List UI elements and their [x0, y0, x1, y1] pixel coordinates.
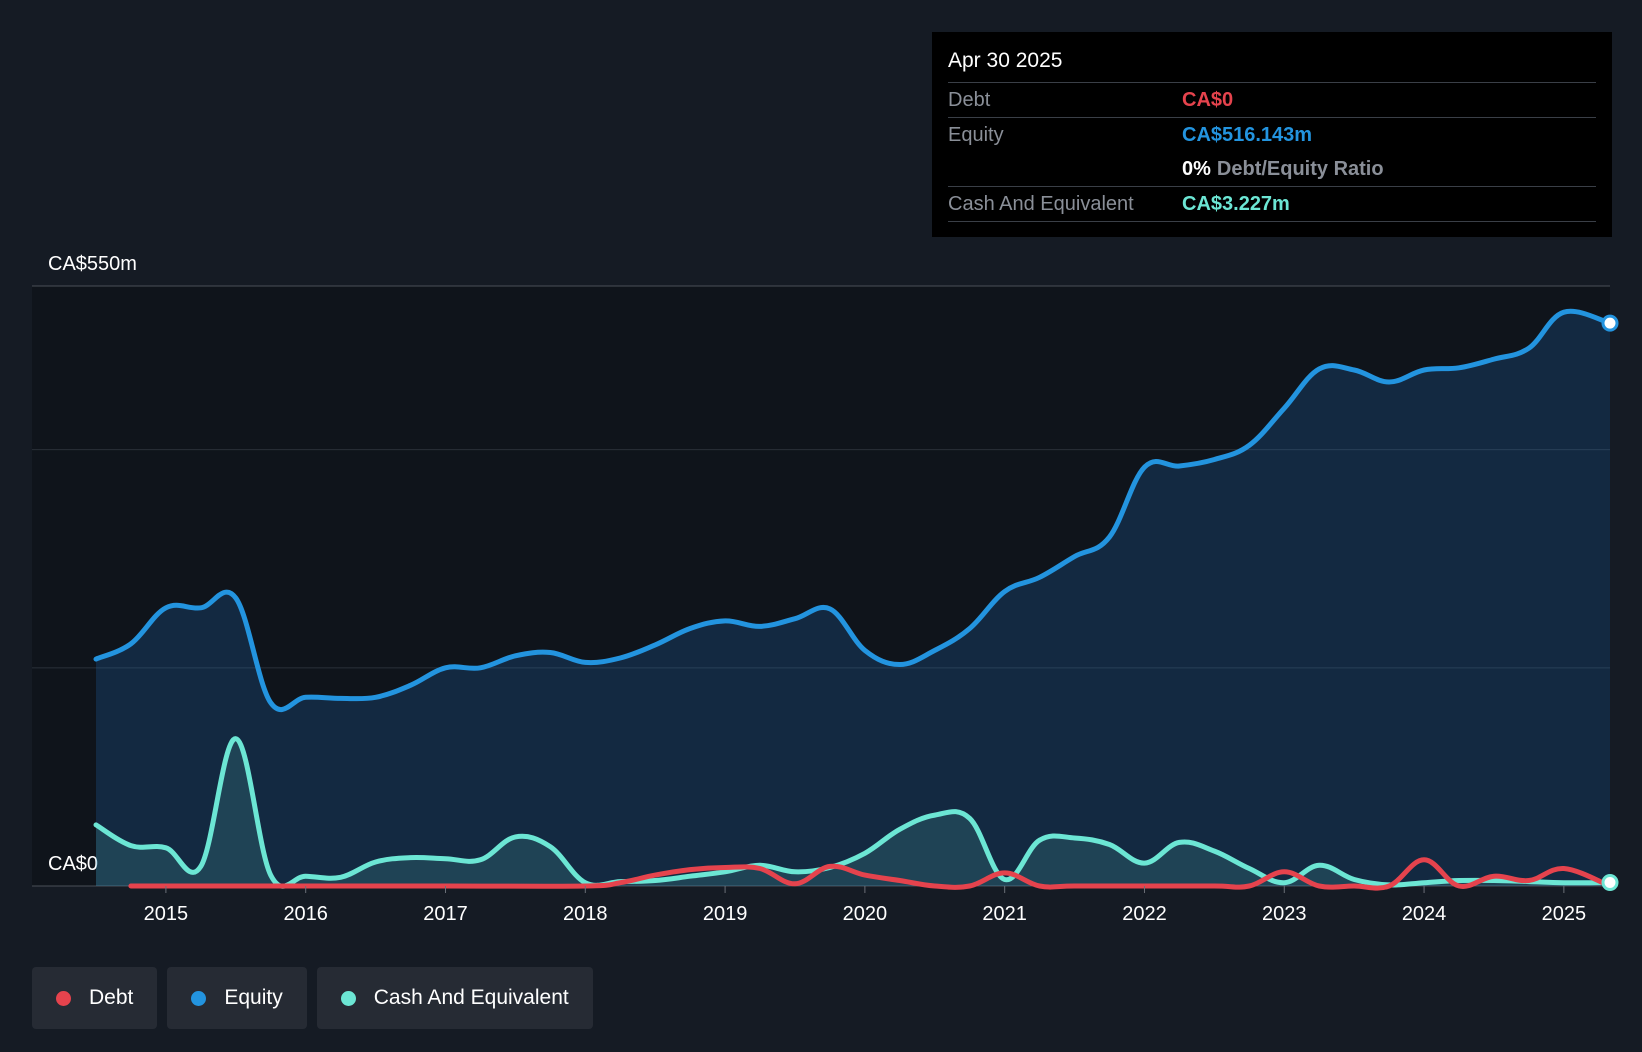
cash-end-marker: [1601, 874, 1619, 892]
legend-item-debt[interactable]: Debt: [32, 967, 158, 1029]
tooltip-equity-label: Equity: [948, 124, 1004, 146]
tooltip-row-cash: Cash And Equivalent CA$3.227m: [948, 187, 1596, 222]
tooltip-cash-label: Cash And Equivalent: [948, 193, 1134, 215]
x-tick-label: 2015: [144, 903, 189, 925]
tooltip-ratio-value: 0%: [1182, 158, 1211, 180]
legend-dot-cash: [340, 990, 356, 1006]
legend-label-debt: Debt: [89, 986, 134, 1009]
x-tick-label: 2020: [843, 903, 888, 925]
tooltip-row-equity: Equity CA$516.143m: [948, 118, 1596, 152]
x-tick-label: 2022: [1122, 903, 1167, 925]
x-tick-label: 2016: [283, 903, 328, 925]
x-tick-label: 2019: [703, 903, 748, 925]
legend: Debt Equity Cash And Equivalent: [32, 967, 593, 1029]
series-lines: [93, 308, 1613, 891]
tooltip-row-ratio: 0% Debt/Equity Ratio: [948, 152, 1596, 187]
x-axis-ticks: 2015 2016 2017 2018 2019 2020 2021 2022 2023 2024…: [144, 886, 1586, 925]
y-axis-top-label: CA$550m: [48, 253, 137, 275]
x-tick-label: 2017: [423, 903, 468, 925]
x-tick-label: 2025: [1542, 903, 1587, 925]
end-markers: [1601, 314, 1619, 892]
tooltip-equity-value: CA$516.143m: [1182, 124, 1313, 146]
tooltip-debt-value: CA$0: [1182, 89, 1234, 111]
legend-item-cash[interactable]: Cash And Equivalent: [316, 967, 593, 1029]
x-tick-label: 2021: [982, 903, 1027, 925]
legend-item-equity[interactable]: Equity: [167, 967, 307, 1029]
tooltip-panel: Apr 30 2025 Debt CA$0 Equity CA$516.143m…: [932, 32, 1612, 237]
legend-label-cash: Cash And Equivalent: [373, 986, 569, 1009]
legend-label-equity: Equity: [224, 986, 283, 1009]
plot-area-background: [32, 286, 1610, 886]
x-tick-label: 2023: [1262, 903, 1307, 925]
x-tick-label: 2024: [1402, 903, 1447, 925]
equity-line: [93, 308, 1613, 713]
tooltip-ratio-label: Debt/Equity Ratio: [1216, 158, 1384, 180]
legend-dot-debt: [56, 990, 71, 1006]
cash-area: [96, 738, 1610, 887]
y-axis-bottom-label: CA$0: [48, 853, 98, 875]
debt-line: [128, 857, 1613, 891]
tooltip-debt-label: Debt: [948, 89, 991, 111]
x-tick-label: 2018: [563, 903, 608, 925]
legend-dot-equity: [191, 990, 207, 1006]
tooltip-date: Apr 30 2025: [948, 46, 1596, 83]
tooltip-cash-value: CA$3.227m: [1182, 193, 1290, 215]
equity-end-marker: [1601, 314, 1619, 332]
tooltip-row-debt: Debt CA$0: [948, 83, 1596, 118]
